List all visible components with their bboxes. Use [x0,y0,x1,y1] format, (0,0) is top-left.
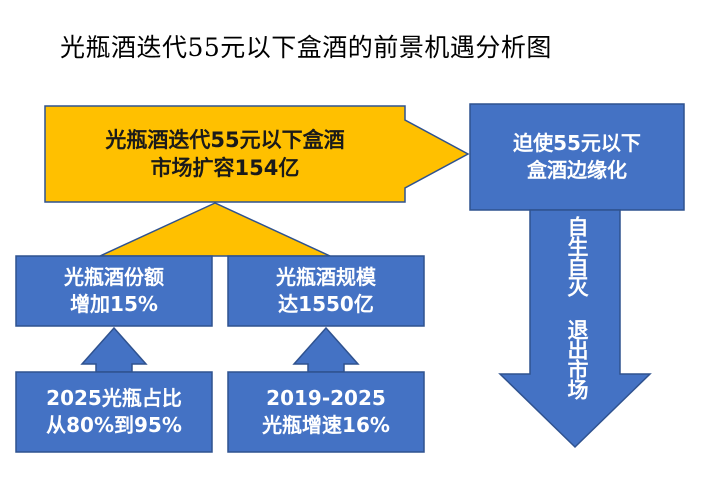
bottom-right-line2: 光瓶增速16% [262,413,390,437]
center-box-label: 光瓶酒迭代55元以下盒酒 市场扩容154亿 [45,108,405,200]
right-box [469,103,685,211]
bottom-left-line1: 2025光瓶占比 [46,386,182,410]
down-arrow [498,209,652,449]
gold-triangle [99,202,331,257]
center-line1: 光瓶酒迭代55元以下盒酒 [105,127,345,152]
gold-right-arrow [44,105,470,203]
up-arrow-left [80,326,148,373]
center-line2: 市场扩容154亿 [150,156,300,180]
right-line1: 迫使55元以下 [513,131,641,155]
right-line2: 盒酒边缘化 [527,158,627,182]
bottom-left-line2: 从80%到95% [46,413,182,437]
mid-right-line1: 光瓶酒规模 [276,265,376,289]
mid-right-box [227,255,425,327]
page-title: 光瓶酒迭代55元以下盒酒的前景机遇分析图 [60,33,552,62]
mid-left-label: 光瓶酒份额增加15% [16,256,212,326]
bottom-left-box [15,371,213,453]
mid-left-line2: 增加15% [70,292,158,316]
mid-right-label: 光瓶酒规模达1550亿 [228,256,424,326]
mid-left-line1: 光瓶酒份额 [64,265,164,289]
bottom-right-box [227,371,425,453]
mid-right-line2: 达1550亿 [278,292,374,316]
bottom-right-line1: 2019-2025 [266,386,386,410]
right-box-label: 迫使55元以下 盒酒边缘化 [470,104,684,210]
bottom-left-label: 2025光瓶占比 从80%到95% [16,372,212,452]
mid-left-box [15,255,213,327]
down-arrow-label: 自生自灭 退出市场 [565,216,589,399]
up-arrow-right [292,326,360,373]
bottom-right-label: 2019-2025 光瓶增速16% [228,372,424,452]
